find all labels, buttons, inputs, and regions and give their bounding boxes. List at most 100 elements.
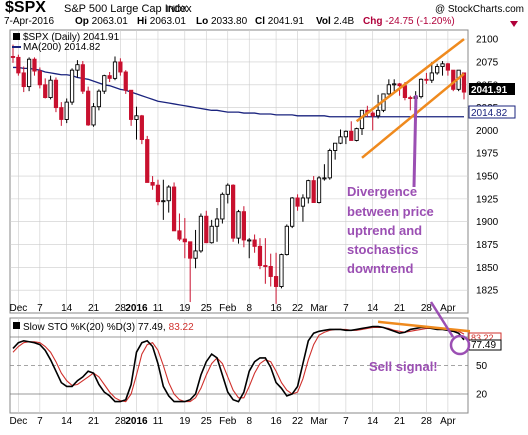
candle-body: [75, 64, 80, 71]
divergence-line-3: uptrend and: [347, 223, 422, 238]
open-quote: Op 2063.01: [75, 16, 128, 27]
candle-body: [86, 90, 91, 126]
price-x-tick-label: 25: [201, 303, 213, 314]
trendline-layer: [355, 38, 465, 159]
candle-body: [268, 265, 273, 277]
candle-body: [440, 63, 445, 67]
candle-body: [150, 182, 155, 186]
stochastics-legend: Slow STO %K(20) %D(3) 77.49, 83.22: [13, 322, 194, 333]
sto-x-tick-label: 25: [201, 416, 213, 427]
price-panel: [9, 29, 469, 314]
quote-date: 7-Apr-2016: [4, 16, 55, 27]
sto-x-tick-label: 28: [421, 416, 433, 427]
price-x-tick-label: 14: [367, 303, 379, 314]
volume-quote: Vol 2.4B: [316, 16, 354, 27]
candle-body: [231, 184, 236, 239]
candle-body: [220, 193, 225, 220]
candle-body: [429, 72, 434, 81]
stockcharts-credit: @ StockCharts.com: [434, 4, 524, 15]
sto-tick-label: 50: [476, 361, 488, 372]
high-quote: Hi 2063.01: [137, 16, 186, 27]
price-x-tick-label: 28: [115, 303, 127, 314]
candle-body: [48, 79, 53, 99]
candle-body: [241, 211, 246, 241]
sell-signal-circle: [449, 334, 471, 356]
open-label: Op: [75, 16, 89, 27]
ma200-line: [13, 66, 464, 118]
price-x-tick-label: 28: [421, 303, 433, 314]
candle-body: [375, 109, 381, 117]
price-x-tick-label: Apr: [440, 303, 456, 314]
volume-value: 2.4B: [333, 16, 355, 27]
candle-body: [177, 230, 182, 240]
candle-body: [306, 180, 311, 199]
price-tick-label: 1925: [476, 194, 499, 205]
candle-body: [349, 130, 354, 141]
spx-legend-swatch: [13, 33, 20, 40]
candle-body: [129, 89, 134, 120]
high-value: 2063.01: [149, 16, 186, 27]
candle-body: [354, 128, 359, 141]
price-x-axis: Dec 7 14 21 28 2016 11 19 25 Feb 8 16 22 Mar 7 14 21 28 Ap…: [9, 303, 456, 314]
ticker-symbol: $SPX: [5, 0, 46, 16]
low-quote: Lo 2033.80: [196, 16, 247, 27]
price-tick-label: 1975: [476, 149, 499, 160]
price-x-tick-label: 8: [246, 303, 252, 314]
candle-body: [166, 186, 171, 202]
candle-body: [198, 215, 204, 252]
price-x-tick-label: 19: [179, 303, 191, 314]
candle-body: [322, 177, 327, 180]
candle-body: [139, 115, 144, 140]
price-x-tick-label: 7: [37, 303, 43, 314]
last-price-tag-label: 2041.91: [471, 85, 508, 96]
price-tick-label: 1900: [476, 217, 499, 228]
sto-x-tick-label: Feb: [219, 416, 237, 427]
sto-x-tick-label: 28: [115, 416, 127, 427]
candlestick-layer: [10, 44, 467, 304]
sto-tick-label: 20: [476, 390, 488, 401]
candle-body: [257, 245, 263, 266]
stochastics-y-axis: 50 20: [476, 361, 488, 401]
candle-body: [386, 84, 391, 95]
candle-body: [59, 107, 64, 120]
sell-signal-arrow: [429, 301, 455, 338]
candle-body: [461, 72, 467, 93]
sto-d-line: [12, 326, 465, 403]
change-value: -24.75 (-1.20%): [385, 16, 455, 27]
divergence-line-4: stochastics: [347, 242, 419, 257]
candle-body: [338, 136, 343, 144]
candle-body: [236, 211, 241, 239]
candle-body: [10, 56, 16, 58]
price-tick-label: 1850: [476, 263, 499, 274]
moving-average-layer: [13, 66, 464, 118]
candle-body: [204, 215, 209, 244]
price-x-tick-label: 21: [88, 303, 100, 314]
candle-body: [53, 79, 59, 109]
candle-body: [290, 197, 295, 227]
sto-legend-k: Slow STO %K(20) %D(3) 77.49,: [23, 322, 166, 333]
sto-k-line: [12, 325, 465, 403]
down-triangle-icon: [510, 21, 518, 27]
sto-x-tick-label: Mar: [310, 416, 328, 427]
sto-x-tick-label: 11: [153, 416, 164, 427]
candle-body: [311, 180, 316, 203]
stochastics-x-axis: Dec 7 14 21 28 2016 11 19 25 Feb 8 16 22 Mar 7 14 21 28 Ap…: [9, 416, 456, 427]
candle-body: [402, 85, 408, 99]
stochastics-trendline: [377, 320, 471, 333]
candle-body: [107, 75, 112, 79]
candle-body: [418, 78, 424, 98]
candle-body: [193, 250, 198, 259]
sto-x-tick-label: 2016: [125, 416, 148, 427]
price-x-tick-label: 2016: [125, 303, 148, 314]
candle-body: [435, 66, 440, 74]
sto-x-tick-label: 21: [394, 416, 406, 427]
candle-body: [123, 71, 128, 91]
candle-body: [333, 142, 338, 151]
candle-body: [252, 239, 257, 247]
candle-body: [118, 61, 123, 73]
price-grid: [10, 30, 468, 313]
candle-body: [451, 69, 456, 90]
candle-body: [37, 70, 42, 86]
candle-body: [370, 112, 375, 117]
candle-body: [300, 197, 306, 207]
